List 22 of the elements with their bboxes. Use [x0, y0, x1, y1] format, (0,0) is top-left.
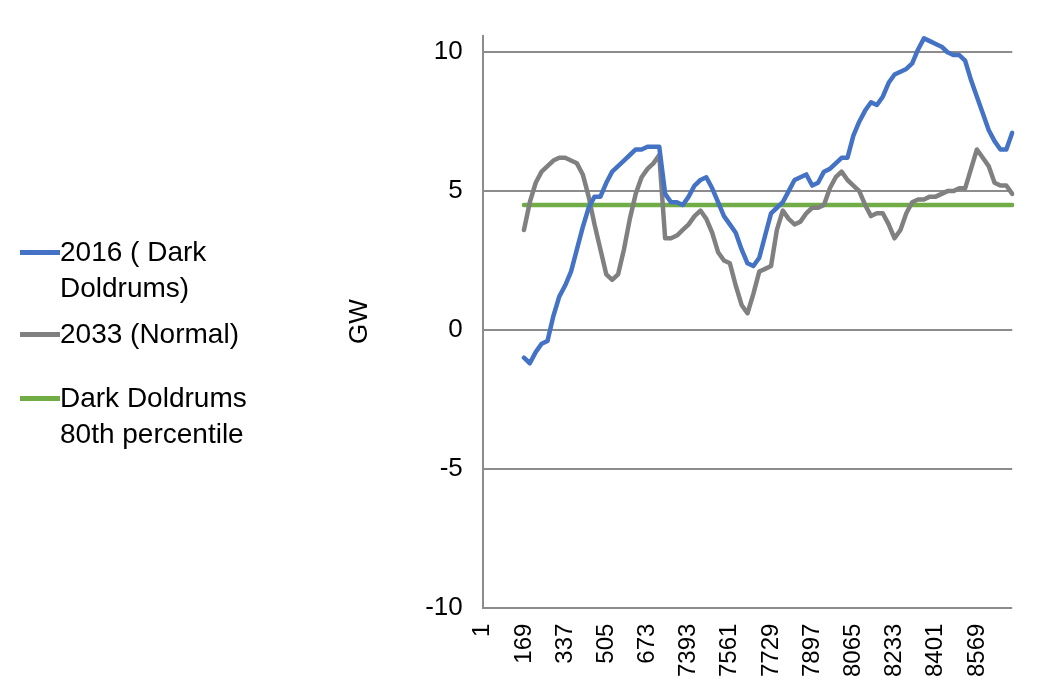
- x-tick-label: 673: [632, 623, 660, 664]
- legend-label: Dark Doldrums 80th percentile: [60, 380, 248, 451]
- x-tick-label: 8233: [879, 623, 907, 677]
- y-tick-label: 10: [433, 35, 463, 66]
- x-tick-label: 7897: [796, 623, 824, 677]
- x-tick-label: 7729: [755, 623, 783, 677]
- y-tick-label: -10: [425, 590, 463, 621]
- x-tick-label: 7393: [673, 623, 701, 677]
- x-tick-label: 7561: [714, 623, 742, 677]
- y-tick-label: 0: [448, 313, 463, 344]
- x-tick-label: 8065: [838, 623, 865, 677]
- x-tick-label: 337: [549, 623, 577, 664]
- y-tick-label: 5: [448, 174, 463, 205]
- legend-label: 2016 ( Dark Doldrums): [60, 234, 208, 305]
- x-tick-label: 169: [508, 623, 536, 664]
- legend-label: 2033 (Normal): [60, 316, 240, 351]
- x-tick-label: 8401: [920, 623, 948, 677]
- x-tick-label: 8569: [961, 623, 989, 677]
- x-tick-label: 1: [467, 623, 495, 637]
- y-axis-title: GW: [342, 298, 373, 344]
- x-tick-label: 505: [590, 623, 618, 664]
- y-tick-label: -5: [439, 451, 463, 482]
